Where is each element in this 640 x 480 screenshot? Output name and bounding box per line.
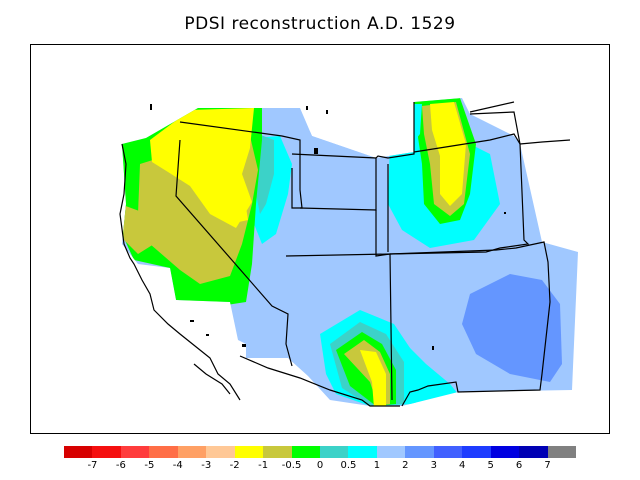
legend-swatch (64, 446, 93, 458)
legend-label: -3 (201, 460, 212, 471)
legend-swatch (348, 446, 378, 458)
pdsi-zone-n1-ne (430, 102, 466, 206)
legend-label: 7 (544, 460, 551, 471)
pdsi-field (122, 98, 578, 406)
legend-label: -2 (229, 460, 240, 471)
legend-swatch (149, 446, 179, 458)
legend-swatch (433, 446, 463, 458)
legend-label: -0.5 (281, 460, 302, 471)
legend-label: 0 (316, 460, 324, 471)
legend-label: -6 (115, 460, 126, 471)
legend-label: 4 (459, 460, 466, 471)
legend-label: 1 (373, 460, 381, 471)
pdsi-zone-1-se (406, 344, 458, 406)
legend-swatch (234, 446, 264, 458)
legend-swatch (120, 446, 150, 458)
legend-swatch (462, 446, 492, 458)
legend-swatch (547, 446, 577, 458)
legend-swatch (177, 446, 207, 458)
legend-swatch (405, 446, 435, 458)
legend-label: 3 (430, 460, 437, 471)
pdsi-map (119, 98, 578, 407)
pdsi-zone-2-center (250, 130, 414, 256)
legend-swatch (206, 446, 236, 458)
legend-swatch (92, 446, 122, 458)
legend-label: 5 (487, 460, 494, 471)
legend-swatch (490, 446, 520, 458)
legend-label: -1 (258, 460, 269, 471)
water-features (150, 104, 506, 350)
pdsi-zone-n1-west-b (180, 144, 248, 224)
legend-swatch (320, 446, 349, 458)
legend-label: 0.5 (340, 460, 357, 471)
legend-label: -7 (87, 460, 98, 471)
legend-swatch (376, 446, 406, 458)
pdsi-zone-n1-south (360, 350, 386, 406)
map-frame (30, 44, 610, 434)
boundaries (119, 101, 571, 407)
legend-label: -5 (144, 460, 155, 471)
pdsi-zone-n05-coast (122, 204, 154, 254)
legend-swatch (519, 446, 549, 458)
legend-swatch (291, 446, 321, 458)
pdsi-zone-3-east (462, 274, 562, 382)
legend-label: -4 (172, 460, 183, 471)
legend-swatch (263, 446, 293, 458)
legend-label: 2 (402, 460, 409, 471)
map-title: PDSI reconstruction A.D. 1529 (184, 14, 456, 34)
legend-label: 6 (515, 460, 523, 471)
